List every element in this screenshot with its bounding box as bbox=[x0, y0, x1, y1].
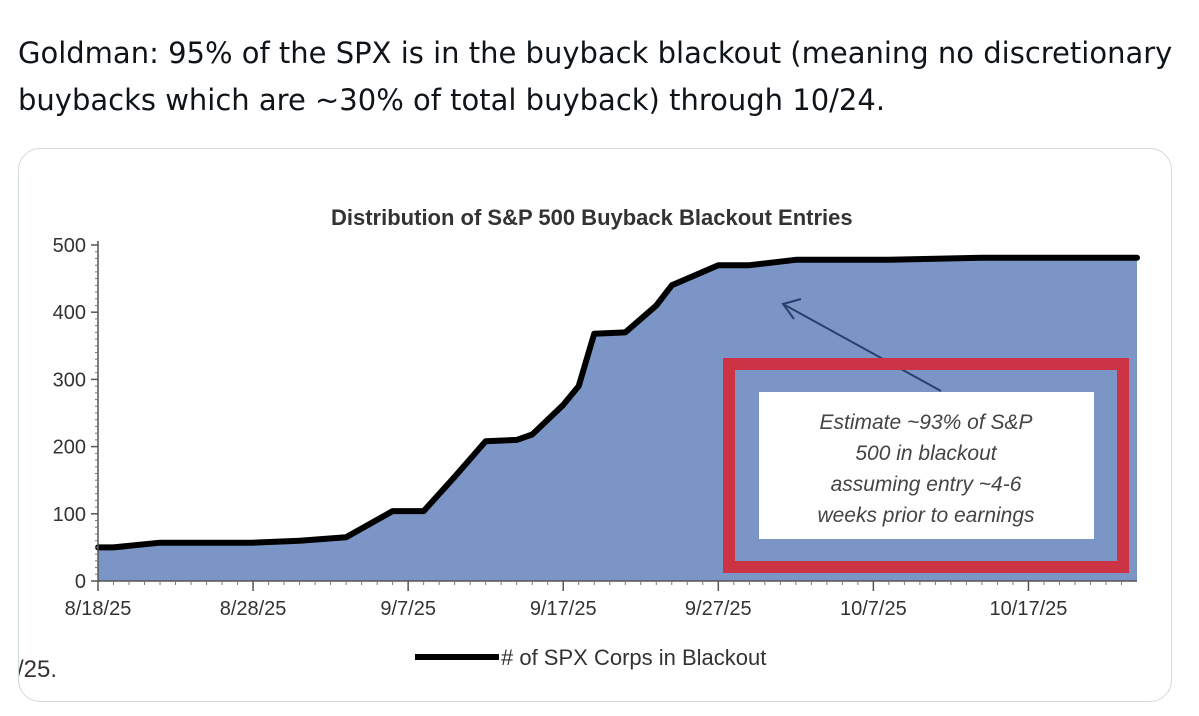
annotation-line-4: weeks prior to earnings bbox=[817, 504, 1035, 527]
y-tick-label: 300 bbox=[53, 369, 86, 391]
annotation-arrowhead bbox=[781, 298, 802, 320]
y-tick-label: 500 bbox=[53, 235, 86, 257]
series-line bbox=[95, 254, 1140, 551]
axis-layer: 0 100 200 300 400 500 8/18/25 8/28/25 9/7/25 9/17… bbox=[53, 235, 1137, 620]
y-tick-label: 200 bbox=[53, 437, 86, 459]
x-tick-label: 9/17/25 bbox=[530, 598, 597, 620]
x-tick-label: 9/27/25 bbox=[685, 598, 752, 620]
x-tick-label: 9/7/25 bbox=[380, 598, 436, 620]
annotation-arrow bbox=[782, 303, 942, 392]
annotation-line-1: Estimate ~93% of S&P bbox=[819, 411, 1032, 434]
y-tick-label: 0 bbox=[75, 571, 86, 593]
x-tick-label: 10/7/25 bbox=[840, 598, 907, 620]
annotation-layer: Estimate ~93% of S&P 500 in blackout ass… bbox=[723, 298, 1129, 573]
buyback-blackout-chart: Distribution of S&P 500 Buyback Blackout… bbox=[19, 205, 1140, 683]
legend-label: # of SPX Corps in Blackout bbox=[501, 645, 766, 670]
annotation-box bbox=[723, 358, 1129, 573]
y-tick-label: 400 bbox=[53, 302, 86, 324]
x-tick-label: 8/28/25 bbox=[220, 598, 287, 620]
annotation-line-2: 500 in blackout bbox=[855, 442, 997, 465]
y-tick-label: 100 bbox=[53, 504, 86, 526]
annotation-inner bbox=[759, 392, 1094, 539]
cropped-text-fragment: /25. bbox=[19, 656, 57, 683]
chart-image[interactable]: Distribution of S&P 500 Buyback Blackout… bbox=[18, 148, 1172, 702]
chart-title: Distribution of S&P 500 Buyback Blackout… bbox=[331, 205, 853, 230]
annotation-line-3: assuming entry ~4-6 bbox=[831, 473, 1022, 496]
post-text: Goldman: 95% of the SPX is in the buybac… bbox=[18, 36, 1173, 117]
x-tick-label: 8/18/25 bbox=[65, 598, 132, 620]
x-tick-label: 10/17/25 bbox=[990, 598, 1068, 620]
